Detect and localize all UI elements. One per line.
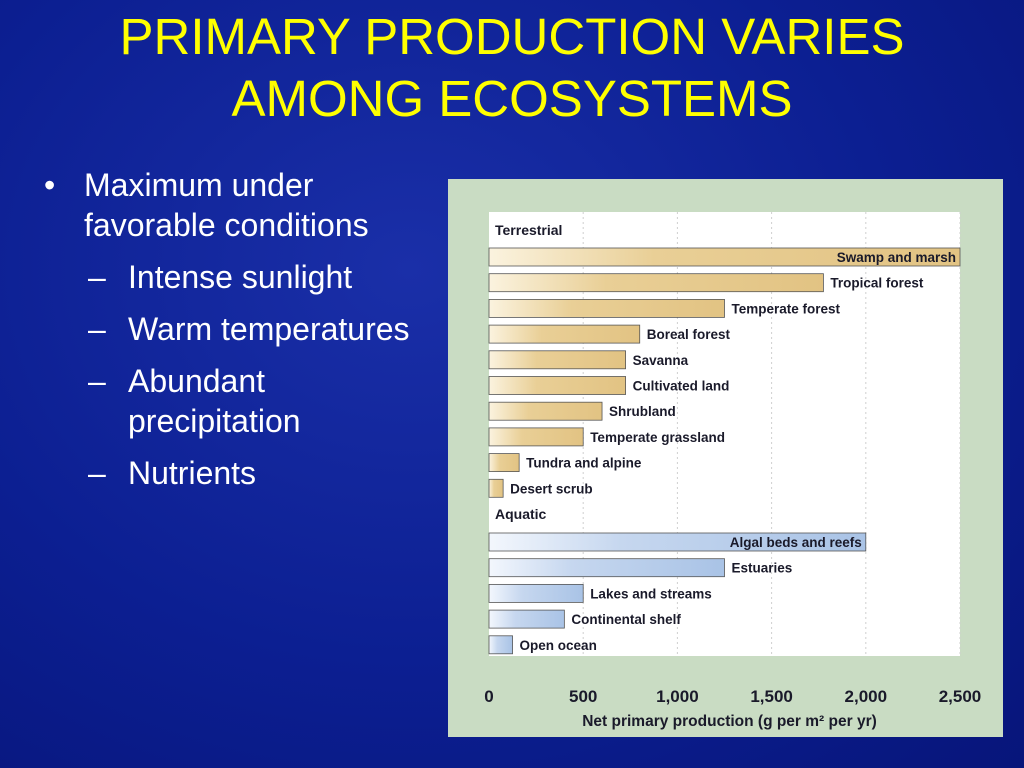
- bar-label: Shrubland: [609, 404, 676, 419]
- bar-continental-shelf: [488, 609, 565, 629]
- bar-label: Swamp and marsh: [837, 250, 956, 265]
- bar-temperate-forest: [488, 299, 725, 318]
- bar-label: Temperate forest: [732, 301, 841, 316]
- chart-frame: Terrestrial Swamp and marsh Tropical fores…: [448, 179, 1003, 737]
- bullet-main-text: Maximum under favorable conditions: [84, 167, 369, 243]
- bar-algal-beds-and-reefs: [488, 532, 867, 552]
- sub-bullet-4: – Nutrients: [40, 453, 430, 493]
- sub-bullet-text: Abundant precipitation: [128, 363, 301, 439]
- bar-estuaries: [488, 558, 725, 578]
- bar-label: Temperate grassland: [590, 430, 725, 445]
- bar-label: Algal beds and reefs: [730, 535, 862, 550]
- x-tick-label: 1,500: [750, 687, 793, 706]
- bar-label: Tundra and alpine: [526, 456, 642, 471]
- sub-bullet-2: – Warm temperatures: [40, 309, 430, 349]
- group-label-terrestrial: Terrestrial: [495, 222, 562, 238]
- x-tick-label: 1,000: [656, 687, 699, 706]
- dash-icon: –: [88, 311, 106, 347]
- bullet-dot-icon: •: [44, 167, 56, 203]
- bar-label: Savanna: [633, 353, 689, 368]
- bar-boreal-forest: [488, 324, 641, 344]
- sub-bullet-text: Warm temperatures: [128, 311, 410, 347]
- slide-title-line-2: AMONG ECOSYSTEMS: [231, 70, 793, 127]
- bar-lakes-and-streams: [488, 583, 584, 603]
- bar-desert-scrub: [488, 478, 504, 498]
- sub-bullet-3: – Abundant precipitation: [40, 361, 430, 441]
- bar-shrubland: [488, 401, 603, 421]
- dash-icon: –: [88, 455, 106, 491]
- slide-title: PRIMARY PRODUCTION VARIES AMONG ECOSYSTE…: [0, 6, 1024, 130]
- bullet-list: • Maximum under favorable conditions – I…: [40, 165, 430, 493]
- sub-bullet-1: – Intense sunlight: [40, 257, 430, 297]
- bar-open-ocean: [488, 635, 513, 655]
- bar-label: Lakes and streams: [590, 586, 712, 601]
- x-axis-label: Net primary production (g per m² per yr): [582, 713, 877, 730]
- group-label-aquatic: Aquatic: [495, 506, 547, 522]
- npp-bar-chart: Terrestrial Swamp and marsh Tropical fores…: [484, 212, 982, 730]
- bar-cultivated-land: [488, 376, 626, 395]
- bar-label: Estuaries: [732, 561, 793, 576]
- x-tick-label: 500: [569, 687, 597, 706]
- bullet-main: • Maximum under favorable conditions: [40, 165, 430, 245]
- bar-label: Continental shelf: [571, 612, 681, 627]
- bar-swamp-and-marsh: [488, 247, 961, 267]
- x-tick-label: 2,000: [845, 687, 888, 706]
- bar-tundra-and-alpine: [488, 453, 520, 473]
- dash-icon: –: [88, 363, 106, 399]
- sub-bullet-text: Nutrients: [128, 455, 257, 491]
- bar-label: Tropical forest: [830, 276, 924, 291]
- sub-bullet-text: Intense sunlight: [128, 259, 353, 295]
- bar-temperate-grassland: [488, 427, 584, 447]
- bar-tropical-forest: [488, 273, 824, 293]
- bar-label: Boreal forest: [647, 327, 731, 342]
- bar-label: Open ocean: [520, 638, 597, 653]
- bar-savanna: [488, 350, 626, 370]
- x-tick-label: 2,500: [939, 687, 982, 706]
- bar-label: Desert scrub: [510, 481, 593, 496]
- dash-icon: –: [88, 259, 106, 295]
- bar-label: Cultivated land: [633, 379, 730, 394]
- x-tick-label: 0: [484, 687, 493, 706]
- slide-title-line-1: PRIMARY PRODUCTION VARIES: [119, 8, 905, 65]
